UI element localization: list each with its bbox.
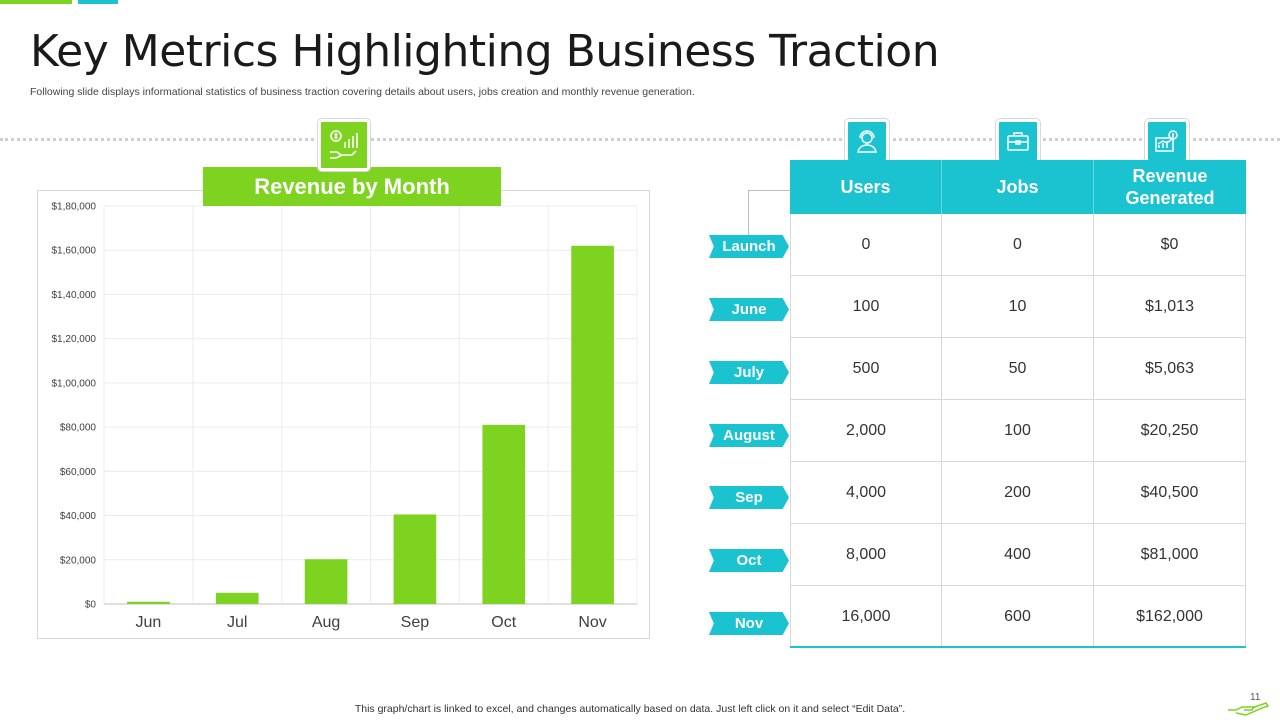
y-tick-label: $1,00,000 xyxy=(52,378,97,389)
cell-users: 0 xyxy=(790,214,942,275)
cell-users: 8,000 xyxy=(790,524,942,585)
chart-title: Revenue by Month xyxy=(203,167,501,206)
row-label-august: August xyxy=(709,424,789,447)
cell-jobs: 0 xyxy=(942,214,1094,275)
cell-users: 500 xyxy=(790,338,942,399)
y-tick-label: $1,20,000 xyxy=(52,334,97,345)
bar-oct xyxy=(482,424,526,604)
cell-revenue: $0 xyxy=(1094,214,1246,275)
table-bracket xyxy=(748,190,790,246)
cell-jobs: 100 xyxy=(942,400,1094,461)
y-tick-label: $80,000 xyxy=(60,423,97,434)
briefcase-icon xyxy=(996,119,1040,163)
traction-table: Users Jobs Revenue Generated 0 0 $0 100 … xyxy=(790,160,1246,648)
accent-bar-teal xyxy=(78,0,118,4)
accent-bar-green xyxy=(0,0,72,4)
slide-title: Key Metrics Highlighting Business Tracti… xyxy=(30,26,940,77)
cell-jobs: 10 xyxy=(942,276,1094,337)
row-label-july: July xyxy=(709,361,789,384)
x-tick-label: Aug xyxy=(312,614,340,631)
cell-revenue: $81,000 xyxy=(1094,524,1246,585)
table-row: 16,000 600 $162,000 xyxy=(790,586,1246,648)
user-headset-icon xyxy=(845,119,889,163)
table-header-row: Users Jobs Revenue Generated xyxy=(790,160,1246,214)
revenue-chart[interactable]: $0 $20,000 $40,000 $60,000 $80,000 $1,00,000 $… xyxy=(38,191,651,640)
cell-revenue: $5,063 xyxy=(1094,338,1246,399)
y-tick-label: $0 xyxy=(85,600,97,611)
row-label-launch: Launch xyxy=(709,235,789,258)
table-row: 2,000 100 $20,250 xyxy=(790,400,1246,462)
y-tick-label: $1,80,000 xyxy=(52,202,97,213)
x-tick-label: Jul xyxy=(227,614,247,631)
money-growth-icon xyxy=(318,119,370,171)
cell-users: 100 xyxy=(790,276,942,337)
y-tick-label: $20,000 xyxy=(60,555,97,566)
header-users: Users xyxy=(790,160,942,214)
cell-revenue: $1,013 xyxy=(1094,276,1246,337)
bar-sep xyxy=(393,514,437,604)
x-tick-label: Oct xyxy=(491,614,516,631)
revenue-chart-panel[interactable]: $0 $20,000 $40,000 $60,000 $80,000 $1,00,000 $… xyxy=(37,190,650,639)
cell-revenue: $40,500 xyxy=(1094,462,1246,523)
x-tick-label: Sep xyxy=(401,614,430,631)
x-tick-label: Jun xyxy=(136,614,162,631)
bar-aug xyxy=(304,559,348,604)
row-label-sep: Sep xyxy=(709,486,789,509)
cell-revenue: $20,250 xyxy=(1094,400,1246,461)
bar-jul xyxy=(215,592,259,604)
bar-nov xyxy=(571,245,614,605)
cell-revenue: $162,000 xyxy=(1094,586,1246,646)
y-tick-label: $1,40,000 xyxy=(52,290,97,301)
row-label-oct: Oct xyxy=(709,549,789,572)
y-tick-label: $60,000 xyxy=(60,467,97,478)
footer-note: This graph/chart is linked to excel, and… xyxy=(354,703,906,715)
x-tick-label: Nov xyxy=(578,614,606,631)
row-label-june: June xyxy=(709,298,789,321)
table-row: 500 50 $5,063 xyxy=(790,338,1246,400)
hand-icon xyxy=(1226,696,1272,720)
y-tick-label: $1,60,000 xyxy=(52,246,97,257)
cell-users: 4,000 xyxy=(790,462,942,523)
table-row: 0 0 $0 xyxy=(790,214,1246,276)
header-jobs: Jobs xyxy=(942,160,1094,214)
y-tick-label: $40,000 xyxy=(60,511,97,522)
cell-jobs: 400 xyxy=(942,524,1094,585)
table-row: 100 10 $1,013 xyxy=(790,276,1246,338)
table-row: 4,000 200 $40,500 xyxy=(790,462,1246,524)
revenue-chart-icon xyxy=(1145,119,1189,163)
table-row: 8,000 400 $81,000 xyxy=(790,524,1246,586)
header-revenue: Revenue Generated xyxy=(1125,166,1215,208)
cell-users: 16,000 xyxy=(790,586,942,646)
cell-jobs: 200 xyxy=(942,462,1094,523)
cell-jobs: 50 xyxy=(942,338,1094,399)
cell-jobs: 600 xyxy=(942,586,1094,646)
slide-subtitle: Following slide displays informational s… xyxy=(30,86,695,98)
cell-users: 2,000 xyxy=(790,400,942,461)
bar-jun xyxy=(127,601,170,604)
dotted-divider xyxy=(0,138,1280,141)
row-label-nov: Nov xyxy=(709,612,789,635)
page-number: 11 xyxy=(1250,692,1261,703)
